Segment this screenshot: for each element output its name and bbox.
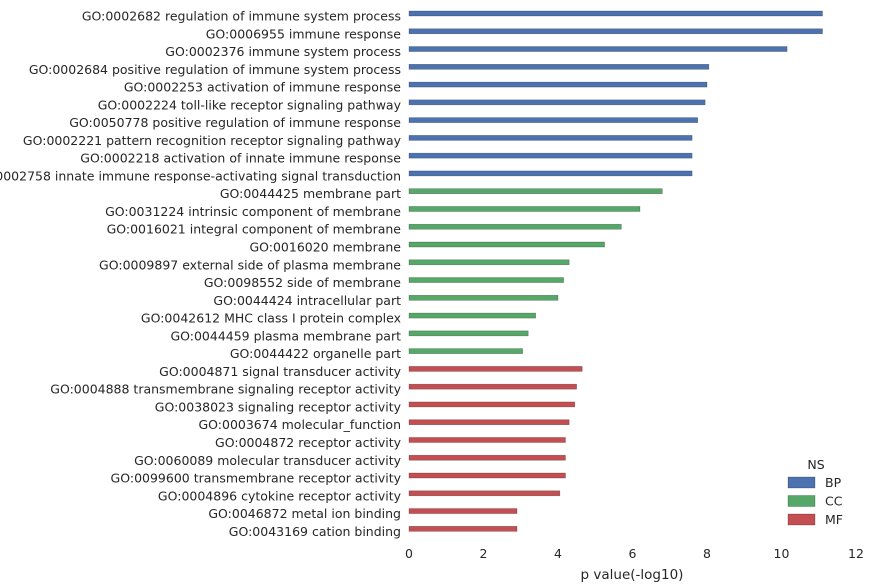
category-label: GO:0016021 integral component of membran…	[107, 222, 402, 237]
bar-cc	[408, 312, 536, 319]
x-axis-label: p value(-log10)	[581, 567, 684, 583]
bar-bp	[408, 10, 823, 17]
category-label: GO:0098552 side of membrane	[204, 275, 401, 290]
x-tick-label: 8	[703, 546, 711, 561]
legend-label-bp: BP	[825, 475, 842, 490]
legend-label-cc: CC	[825, 494, 843, 509]
bar-bp	[408, 81, 708, 88]
legend: NS BP CC MF	[787, 457, 843, 527]
category-label: GO:0002684 positive regulation of immune…	[29, 62, 401, 77]
x-tick-label: 2	[480, 546, 488, 561]
category-label: GO:0044424 intracellular part	[213, 293, 401, 308]
category-label: GO:0002682 regulation of immune system p…	[82, 9, 401, 24]
category-label: GO:0002376 immune system process	[165, 44, 401, 59]
category-label: GO:0044425 membrane part	[220, 186, 401, 201]
category-label: GO:0003674 molecular_function	[198, 417, 401, 432]
category-label: GO:0002758 innate immune response-activa…	[0, 168, 401, 183]
category-labels: GO:0002682 regulation of immune system p…	[0, 9, 402, 539]
category-label: GO:0044459 plasma membrane part	[170, 328, 401, 343]
legend-swatch-mf	[787, 513, 816, 526]
category-label: GO:0002221 pattern recognition receptor …	[23, 133, 402, 148]
legend-entries: BP CC MF	[787, 475, 843, 527]
bar-bp	[408, 28, 823, 35]
bar-bp	[408, 46, 788, 52]
legend-title: NS	[807, 457, 824, 472]
bar-mf	[408, 419, 570, 426]
category-label: GO:0060089 molecular transducer activity	[134, 453, 402, 468]
bar-cc	[408, 206, 641, 212]
bar-cc	[408, 295, 559, 301]
bar-mf	[408, 472, 566, 479]
category-label: GO:0002224 toll-like receptor signaling …	[98, 97, 402, 112]
x-tick-label: 12	[848, 546, 864, 561]
category-label: GO:0044422 organelle part	[230, 346, 401, 361]
x-tick-label: 10	[774, 546, 790, 561]
category-label: GO:0002253 activation of immune response	[124, 80, 401, 95]
bar-bp	[408, 135, 693, 141]
bar-cc	[408, 188, 663, 194]
bar-cc	[408, 348, 523, 354]
x-tick-label: 0	[405, 546, 413, 561]
category-label: GO:0016020 membrane	[249, 240, 401, 255]
category-label: GO:0004888 transmembrane signaling recep…	[50, 382, 401, 397]
bar-bp	[408, 152, 693, 159]
category-label: GO:0042612 MHC class I protein complex	[141, 311, 401, 326]
bar-mf	[408, 437, 566, 443]
bar-mf	[408, 490, 561, 497]
bar-bp	[408, 99, 706, 106]
category-label: GO:0004896 cytokine receptor activity	[158, 488, 402, 503]
bar-bp	[408, 64, 710, 70]
bar-mf	[408, 401, 576, 408]
category-label: GO:0038023 signaling receptor activity	[155, 399, 402, 414]
x-tick-label: 4	[554, 546, 562, 561]
bar-mf	[408, 508, 518, 514]
bar-cc	[408, 330, 529, 337]
x-axis-ticks: 0 2 4 6 8 10 12	[405, 546, 864, 561]
bar-bp	[408, 117, 698, 123]
legend-swatch-bp	[787, 476, 816, 489]
bar-cc	[408, 241, 605, 248]
bar-mf	[408, 383, 577, 390]
legend-swatch-cc	[787, 495, 816, 507]
category-label: GO:0031224 intrinsic component of membra…	[105, 204, 401, 219]
category-label: GO:0009897 external side of plasma membr…	[99, 257, 401, 272]
bar-cc	[408, 223, 622, 230]
bar-cc	[408, 277, 564, 283]
bar-mf	[408, 454, 566, 461]
bar-mf	[408, 366, 583, 372]
x-tick-label: 6	[629, 546, 637, 561]
category-label: GO:0004872 receptor activity	[215, 435, 402, 450]
category-label: GO:0002218 activation of innate immune r…	[80, 151, 401, 166]
bar-cc	[408, 259, 570, 266]
legend-label-mf: MF	[825, 512, 843, 527]
category-label: GO:0006955 immune response	[206, 26, 402, 41]
category-label: GO:0099600 transmembrane receptor activi…	[111, 471, 402, 486]
category-label: GO:0050778 positive regulation of immune…	[69, 115, 401, 130]
bar-mf	[408, 526, 518, 532]
category-label: GO:0046872 metal ion binding	[208, 506, 401, 521]
bar-bp	[408, 170, 693, 177]
category-label: GO:0043169 cation binding	[229, 524, 401, 539]
category-label: GO:0004871 signal transducer activity	[159, 364, 401, 379]
bars-layer	[408, 10, 823, 532]
